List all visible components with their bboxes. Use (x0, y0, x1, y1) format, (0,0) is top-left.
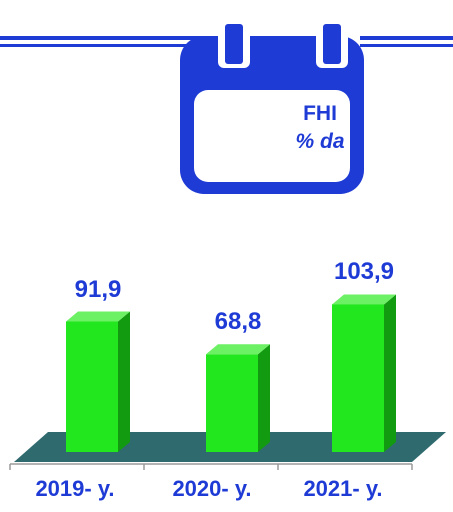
bar-front (66, 321, 118, 452)
calendar-badge (180, 18, 364, 194)
bar-side (384, 294, 396, 452)
bar-side (258, 344, 270, 452)
badge-title: FHI (303, 102, 337, 125)
bar-2021 (332, 294, 396, 452)
header-rule (0, 36, 453, 47)
bar-top (66, 311, 130, 322)
bar-side (118, 311, 130, 452)
badge-label: FHI % da (186, 100, 453, 156)
data-label: 103,9 (333, 258, 395, 286)
bar-2020 (206, 344, 270, 452)
x-tick-label: 2021- y. (303, 476, 383, 501)
bar-series (66, 294, 396, 452)
bar-top (206, 344, 270, 355)
x-tick-label: 2019- y. (35, 476, 115, 501)
x-tick-label: 2020- y. (172, 476, 252, 501)
data-label: 91,9 (74, 275, 122, 303)
badge-subtitle: % da (295, 130, 345, 153)
data-label: 68,8 (214, 308, 262, 336)
bar-top (332, 294, 396, 305)
bar-front (332, 304, 384, 452)
bar-2019 (66, 311, 130, 452)
bar-front (206, 354, 258, 452)
